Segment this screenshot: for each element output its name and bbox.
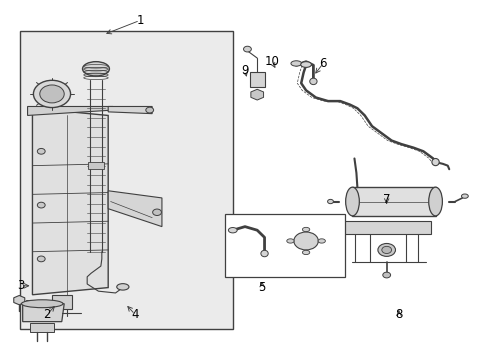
Polygon shape xyxy=(23,304,64,321)
Text: 2: 2 xyxy=(43,308,51,321)
Circle shape xyxy=(153,209,161,216)
Ellipse shape xyxy=(462,194,468,198)
Circle shape xyxy=(40,85,64,103)
Bar xyxy=(343,221,431,234)
Circle shape xyxy=(33,80,71,108)
Text: 5: 5 xyxy=(258,281,266,294)
Bar xyxy=(250,72,265,87)
Text: 8: 8 xyxy=(395,308,403,321)
Circle shape xyxy=(294,232,318,250)
Circle shape xyxy=(244,46,251,52)
Bar xyxy=(225,214,345,277)
Ellipse shape xyxy=(82,62,109,76)
Circle shape xyxy=(37,256,45,262)
Circle shape xyxy=(37,202,45,208)
Polygon shape xyxy=(108,191,162,226)
Ellipse shape xyxy=(291,61,302,66)
Text: 7: 7 xyxy=(383,193,391,206)
Ellipse shape xyxy=(261,250,268,257)
Text: 3: 3 xyxy=(18,279,25,292)
Bar xyxy=(30,323,54,332)
Bar xyxy=(20,31,233,329)
Polygon shape xyxy=(251,89,264,100)
Text: 1: 1 xyxy=(136,14,144,27)
Ellipse shape xyxy=(429,187,442,216)
Polygon shape xyxy=(14,296,25,305)
Ellipse shape xyxy=(287,239,294,243)
Circle shape xyxy=(146,107,154,113)
Ellipse shape xyxy=(22,300,63,308)
Polygon shape xyxy=(108,107,152,114)
Polygon shape xyxy=(32,108,108,295)
Bar xyxy=(352,187,436,216)
Bar xyxy=(88,162,104,169)
Ellipse shape xyxy=(432,158,439,166)
Ellipse shape xyxy=(310,78,317,85)
Ellipse shape xyxy=(302,227,310,231)
Circle shape xyxy=(383,272,391,278)
Text: 6: 6 xyxy=(319,57,327,70)
Ellipse shape xyxy=(302,250,310,255)
Text: 10: 10 xyxy=(265,55,279,68)
Text: 9: 9 xyxy=(241,64,249,77)
Ellipse shape xyxy=(345,187,359,216)
Ellipse shape xyxy=(328,199,333,204)
Ellipse shape xyxy=(228,228,237,233)
Polygon shape xyxy=(27,107,113,116)
Text: 4: 4 xyxy=(131,308,139,321)
Ellipse shape xyxy=(117,284,129,290)
Ellipse shape xyxy=(318,239,325,243)
Circle shape xyxy=(37,148,45,154)
Bar xyxy=(52,295,72,309)
Circle shape xyxy=(382,246,392,253)
Ellipse shape xyxy=(301,62,312,67)
Circle shape xyxy=(378,243,395,256)
